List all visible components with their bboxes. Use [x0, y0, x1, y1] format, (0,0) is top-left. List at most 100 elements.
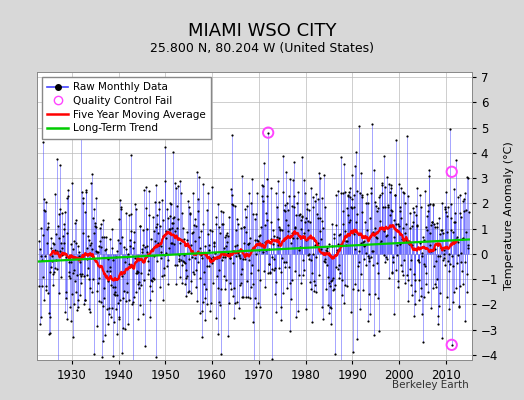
- Point: [267, 185, 276, 191]
- Point: [315, 170, 323, 177]
- Point: [118, 350, 127, 356]
- Point: [444, 258, 452, 264]
- Point: [159, 296, 168, 303]
- Point: [269, 240, 277, 247]
- Point: [199, 181, 208, 187]
- Point: [105, 305, 113, 312]
- Text: MIAMI WSO CITY: MIAMI WSO CITY: [188, 22, 336, 40]
- Point: [128, 300, 136, 307]
- Point: [174, 215, 182, 222]
- Point: [297, 226, 305, 232]
- Point: [329, 287, 337, 293]
- Point: [294, 307, 302, 314]
- Point: [188, 254, 196, 260]
- Point: [252, 211, 260, 218]
- Point: [54, 210, 63, 217]
- Point: [122, 246, 130, 252]
- Point: [38, 257, 46, 263]
- Point: [261, 246, 270, 253]
- Point: [187, 289, 195, 296]
- Point: [422, 281, 431, 287]
- Point: [420, 260, 428, 267]
- Point: [50, 269, 58, 276]
- Point: [232, 252, 241, 259]
- Point: [385, 180, 393, 187]
- Point: [99, 217, 107, 224]
- Point: [228, 132, 236, 138]
- Point: [301, 218, 309, 225]
- Point: [277, 317, 286, 324]
- Point: [324, 302, 332, 308]
- Point: [246, 270, 255, 276]
- Point: [409, 209, 418, 216]
- Point: [83, 256, 91, 262]
- Point: [78, 273, 86, 279]
- Point: [106, 268, 115, 274]
- Point: [413, 223, 422, 229]
- Point: [213, 285, 222, 292]
- Point: [342, 238, 350, 244]
- Point: [295, 212, 303, 218]
- Point: [286, 176, 294, 182]
- Point: [208, 184, 216, 190]
- Point: [380, 228, 388, 234]
- Point: [129, 229, 138, 235]
- Point: [305, 279, 314, 286]
- Point: [104, 278, 112, 284]
- Point: [450, 219, 458, 225]
- Point: [369, 262, 378, 269]
- Point: [278, 289, 287, 296]
- Point: [380, 252, 388, 259]
- Point: [327, 304, 335, 311]
- Point: [182, 267, 191, 273]
- Point: [285, 193, 293, 199]
- Point: [81, 296, 90, 303]
- Point: [361, 242, 369, 248]
- Point: [421, 270, 430, 276]
- Point: [193, 168, 201, 175]
- Point: [336, 154, 345, 160]
- Point: [264, 130, 272, 136]
- Point: [418, 252, 427, 259]
- Point: [212, 221, 221, 228]
- Point: [181, 260, 189, 266]
- Point: [432, 258, 440, 265]
- Point: [430, 263, 439, 269]
- Point: [170, 241, 178, 247]
- Point: [244, 240, 252, 247]
- Point: [375, 328, 384, 335]
- Point: [279, 189, 288, 195]
- Point: [328, 277, 336, 284]
- Point: [293, 189, 302, 195]
- Point: [270, 233, 278, 239]
- Point: [47, 244, 56, 251]
- Point: [204, 231, 212, 237]
- Point: [234, 221, 243, 227]
- Point: [103, 306, 112, 313]
- Point: [239, 224, 248, 230]
- Point: [39, 274, 47, 280]
- Point: [313, 195, 322, 202]
- Point: [67, 241, 75, 248]
- Point: [187, 278, 195, 284]
- Point: [447, 168, 456, 175]
- Point: [365, 291, 373, 298]
- Point: [407, 257, 416, 264]
- Point: [76, 292, 84, 298]
- Point: [447, 342, 456, 348]
- Point: [230, 285, 238, 291]
- Point: [377, 190, 386, 196]
- Point: [242, 229, 250, 236]
- Point: [198, 334, 206, 340]
- Point: [134, 281, 142, 288]
- Point: [435, 231, 444, 238]
- Point: [408, 223, 416, 229]
- Point: [127, 264, 136, 270]
- Point: [90, 206, 98, 212]
- Point: [71, 220, 80, 226]
- Point: [272, 309, 280, 315]
- Point: [137, 282, 145, 288]
- Point: [138, 227, 147, 234]
- Point: [93, 323, 102, 330]
- Point: [319, 316, 327, 322]
